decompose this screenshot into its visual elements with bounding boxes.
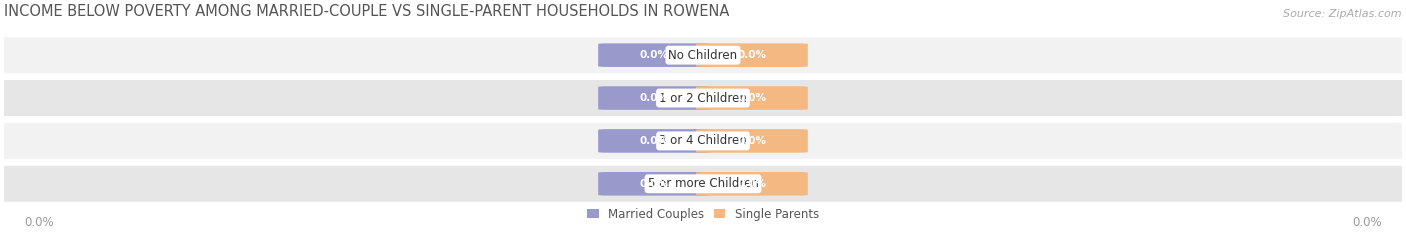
Text: 0.0%: 0.0% bbox=[737, 50, 766, 60]
FancyBboxPatch shape bbox=[0, 80, 1406, 116]
Text: No Children: No Children bbox=[668, 49, 738, 62]
FancyBboxPatch shape bbox=[0, 37, 1406, 73]
Text: 5 or more Children: 5 or more Children bbox=[648, 177, 758, 190]
Text: 0.0%: 0.0% bbox=[737, 179, 766, 189]
Text: 0.0%: 0.0% bbox=[640, 50, 669, 60]
Text: INCOME BELOW POVERTY AMONG MARRIED-COUPLE VS SINGLE-PARENT HOUSEHOLDS IN ROWENA: INCOME BELOW POVERTY AMONG MARRIED-COUPL… bbox=[4, 4, 730, 19]
FancyBboxPatch shape bbox=[598, 129, 710, 153]
Text: 3 or 4 Children: 3 or 4 Children bbox=[659, 134, 747, 147]
Text: 0.0%: 0.0% bbox=[737, 136, 766, 146]
FancyBboxPatch shape bbox=[598, 43, 710, 67]
FancyBboxPatch shape bbox=[696, 43, 808, 67]
FancyBboxPatch shape bbox=[696, 86, 808, 110]
Text: 0.0%: 0.0% bbox=[640, 179, 669, 189]
Legend: Married Couples, Single Parents: Married Couples, Single Parents bbox=[586, 208, 820, 220]
Text: 0.0%: 0.0% bbox=[640, 136, 669, 146]
Text: 0.0%: 0.0% bbox=[640, 93, 669, 103]
Text: 0.0%: 0.0% bbox=[737, 93, 766, 103]
FancyBboxPatch shape bbox=[0, 123, 1406, 159]
Text: Source: ZipAtlas.com: Source: ZipAtlas.com bbox=[1284, 9, 1402, 19]
FancyBboxPatch shape bbox=[598, 172, 710, 195]
FancyBboxPatch shape bbox=[598, 86, 710, 110]
FancyBboxPatch shape bbox=[696, 172, 808, 195]
Text: 1 or 2 Children: 1 or 2 Children bbox=[659, 92, 747, 105]
FancyBboxPatch shape bbox=[0, 166, 1406, 202]
FancyBboxPatch shape bbox=[696, 129, 808, 153]
